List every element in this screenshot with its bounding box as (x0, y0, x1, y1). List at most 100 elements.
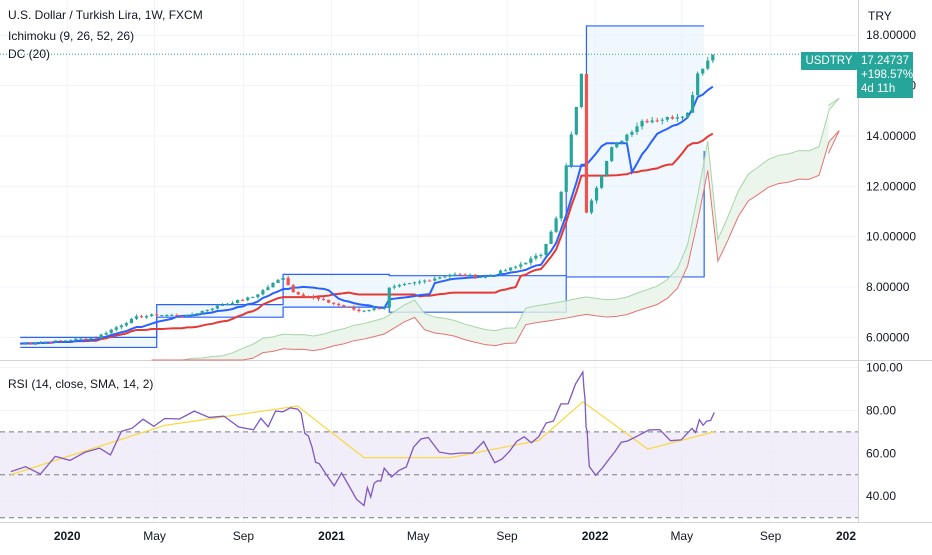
candle-body (448, 274, 452, 277)
candle-body (584, 73, 589, 213)
indicator-dc-label[interactable]: DC (20) (8, 45, 50, 63)
price-change-percent: +198.57% (861, 69, 914, 81)
rsi-line (10, 369, 715, 507)
candle-body (276, 279, 280, 284)
candle-body (503, 270, 508, 272)
rsi-panel-label[interactable]: RSI (14, close, SMA, 14, 2) (8, 375, 153, 393)
candle-body (38, 342, 43, 344)
rsi-tick-label: 60.00 (866, 446, 896, 460)
candle-body (468, 274, 472, 277)
candle-body (594, 187, 599, 201)
candle-body (150, 314, 154, 317)
candles-group (23, 54, 715, 346)
rsi-tick-label: 40.00 (866, 489, 896, 503)
candle-body (367, 309, 371, 311)
candle-body (286, 277, 290, 286)
time-tick-label: Sep (496, 529, 518, 543)
candle-body (534, 255, 538, 259)
candle-body (706, 60, 710, 69)
candle-body (119, 325, 123, 328)
candle-body (48, 341, 53, 343)
candle-body (539, 254, 543, 256)
candle-body (524, 262, 528, 265)
candle-body (509, 267, 513, 271)
candle-body (342, 305, 346, 307)
candle-body (28, 343, 32, 345)
candle-body (433, 278, 437, 281)
candle-body (402, 284, 407, 286)
candle-body (215, 305, 219, 309)
candle-body (200, 310, 204, 314)
candle-body (89, 337, 93, 340)
candle-body (64, 340, 68, 342)
price-tick-label: 6.00000 (866, 330, 910, 344)
price-tick-label: 12.00000 (866, 179, 916, 193)
candle-body (600, 175, 604, 188)
candle-body (397, 285, 401, 287)
rsi-tick-label: 100.00 (866, 360, 903, 374)
time-tick-label: 202 (836, 529, 856, 543)
candle-body (635, 126, 639, 132)
candle-body (54, 340, 58, 343)
candle-body (296, 292, 300, 295)
candle-body (69, 340, 73, 342)
time-tick-label: May (670, 529, 693, 543)
ichimoku-cloud (151, 98, 840, 361)
rsi-label-text: RSI (14, close, SMA, 14, 2) (8, 377, 154, 391)
candle-body (418, 281, 422, 283)
candle-body (377, 308, 381, 310)
candle-body (711, 54, 715, 61)
candle-body (104, 332, 108, 335)
candle-body (236, 299, 240, 304)
candle-body (23, 343, 27, 345)
candle-body (498, 270, 503, 275)
candle-body (327, 299, 331, 303)
candle-body (640, 120, 644, 127)
symbol-title[interactable]: U.S. Dollar / Turkish Lira, 1W, FXCM (8, 6, 203, 24)
candle-body (675, 117, 680, 119)
candle-body (443, 276, 447, 278)
time-tick-label: 2021 (318, 529, 345, 543)
candle-body (114, 327, 118, 330)
senkou-span-b (151, 130, 840, 361)
candle-body (165, 315, 169, 317)
candle-body (382, 307, 386, 309)
candle-body (205, 309, 209, 311)
indicator-ichimoku-label[interactable]: Ichimoku (9, 26, 52, 26) (8, 27, 134, 45)
candle-body (220, 304, 225, 306)
candle-body (554, 218, 558, 232)
candle-body (478, 276, 482, 278)
candle-body (605, 160, 609, 176)
candle-body (79, 338, 83, 340)
candle-body (544, 243, 548, 255)
candle-body (589, 200, 594, 213)
candle-body (210, 308, 214, 310)
price-tick-label: 14.00000 (866, 129, 916, 143)
candle-body (620, 140, 624, 143)
senkou-span-a (151, 97, 840, 361)
candle-body (266, 287, 270, 291)
candle-body (438, 277, 442, 279)
rsi-tick-label: 80.00 (866, 403, 896, 417)
candle-body (372, 308, 376, 310)
candle-body (43, 341, 48, 343)
candle-body (59, 340, 63, 342)
candle-body (230, 303, 235, 305)
candle-body (170, 314, 174, 316)
candle-body (311, 296, 316, 298)
candle-body (615, 142, 619, 148)
candle-body (412, 282, 417, 284)
time-tick-label: 2020 (54, 529, 81, 543)
candle-body (271, 283, 275, 288)
candle-body (519, 264, 523, 267)
candle-body (261, 290, 265, 295)
candle-body (387, 287, 391, 308)
candle-body (195, 313, 199, 315)
candle-body (660, 119, 664, 121)
candle-body (145, 316, 149, 318)
ichimoku-label-text: Ichimoku (9, 26, 52, 26) (8, 29, 135, 43)
candle-body (428, 280, 432, 282)
candle-body (251, 297, 255, 299)
